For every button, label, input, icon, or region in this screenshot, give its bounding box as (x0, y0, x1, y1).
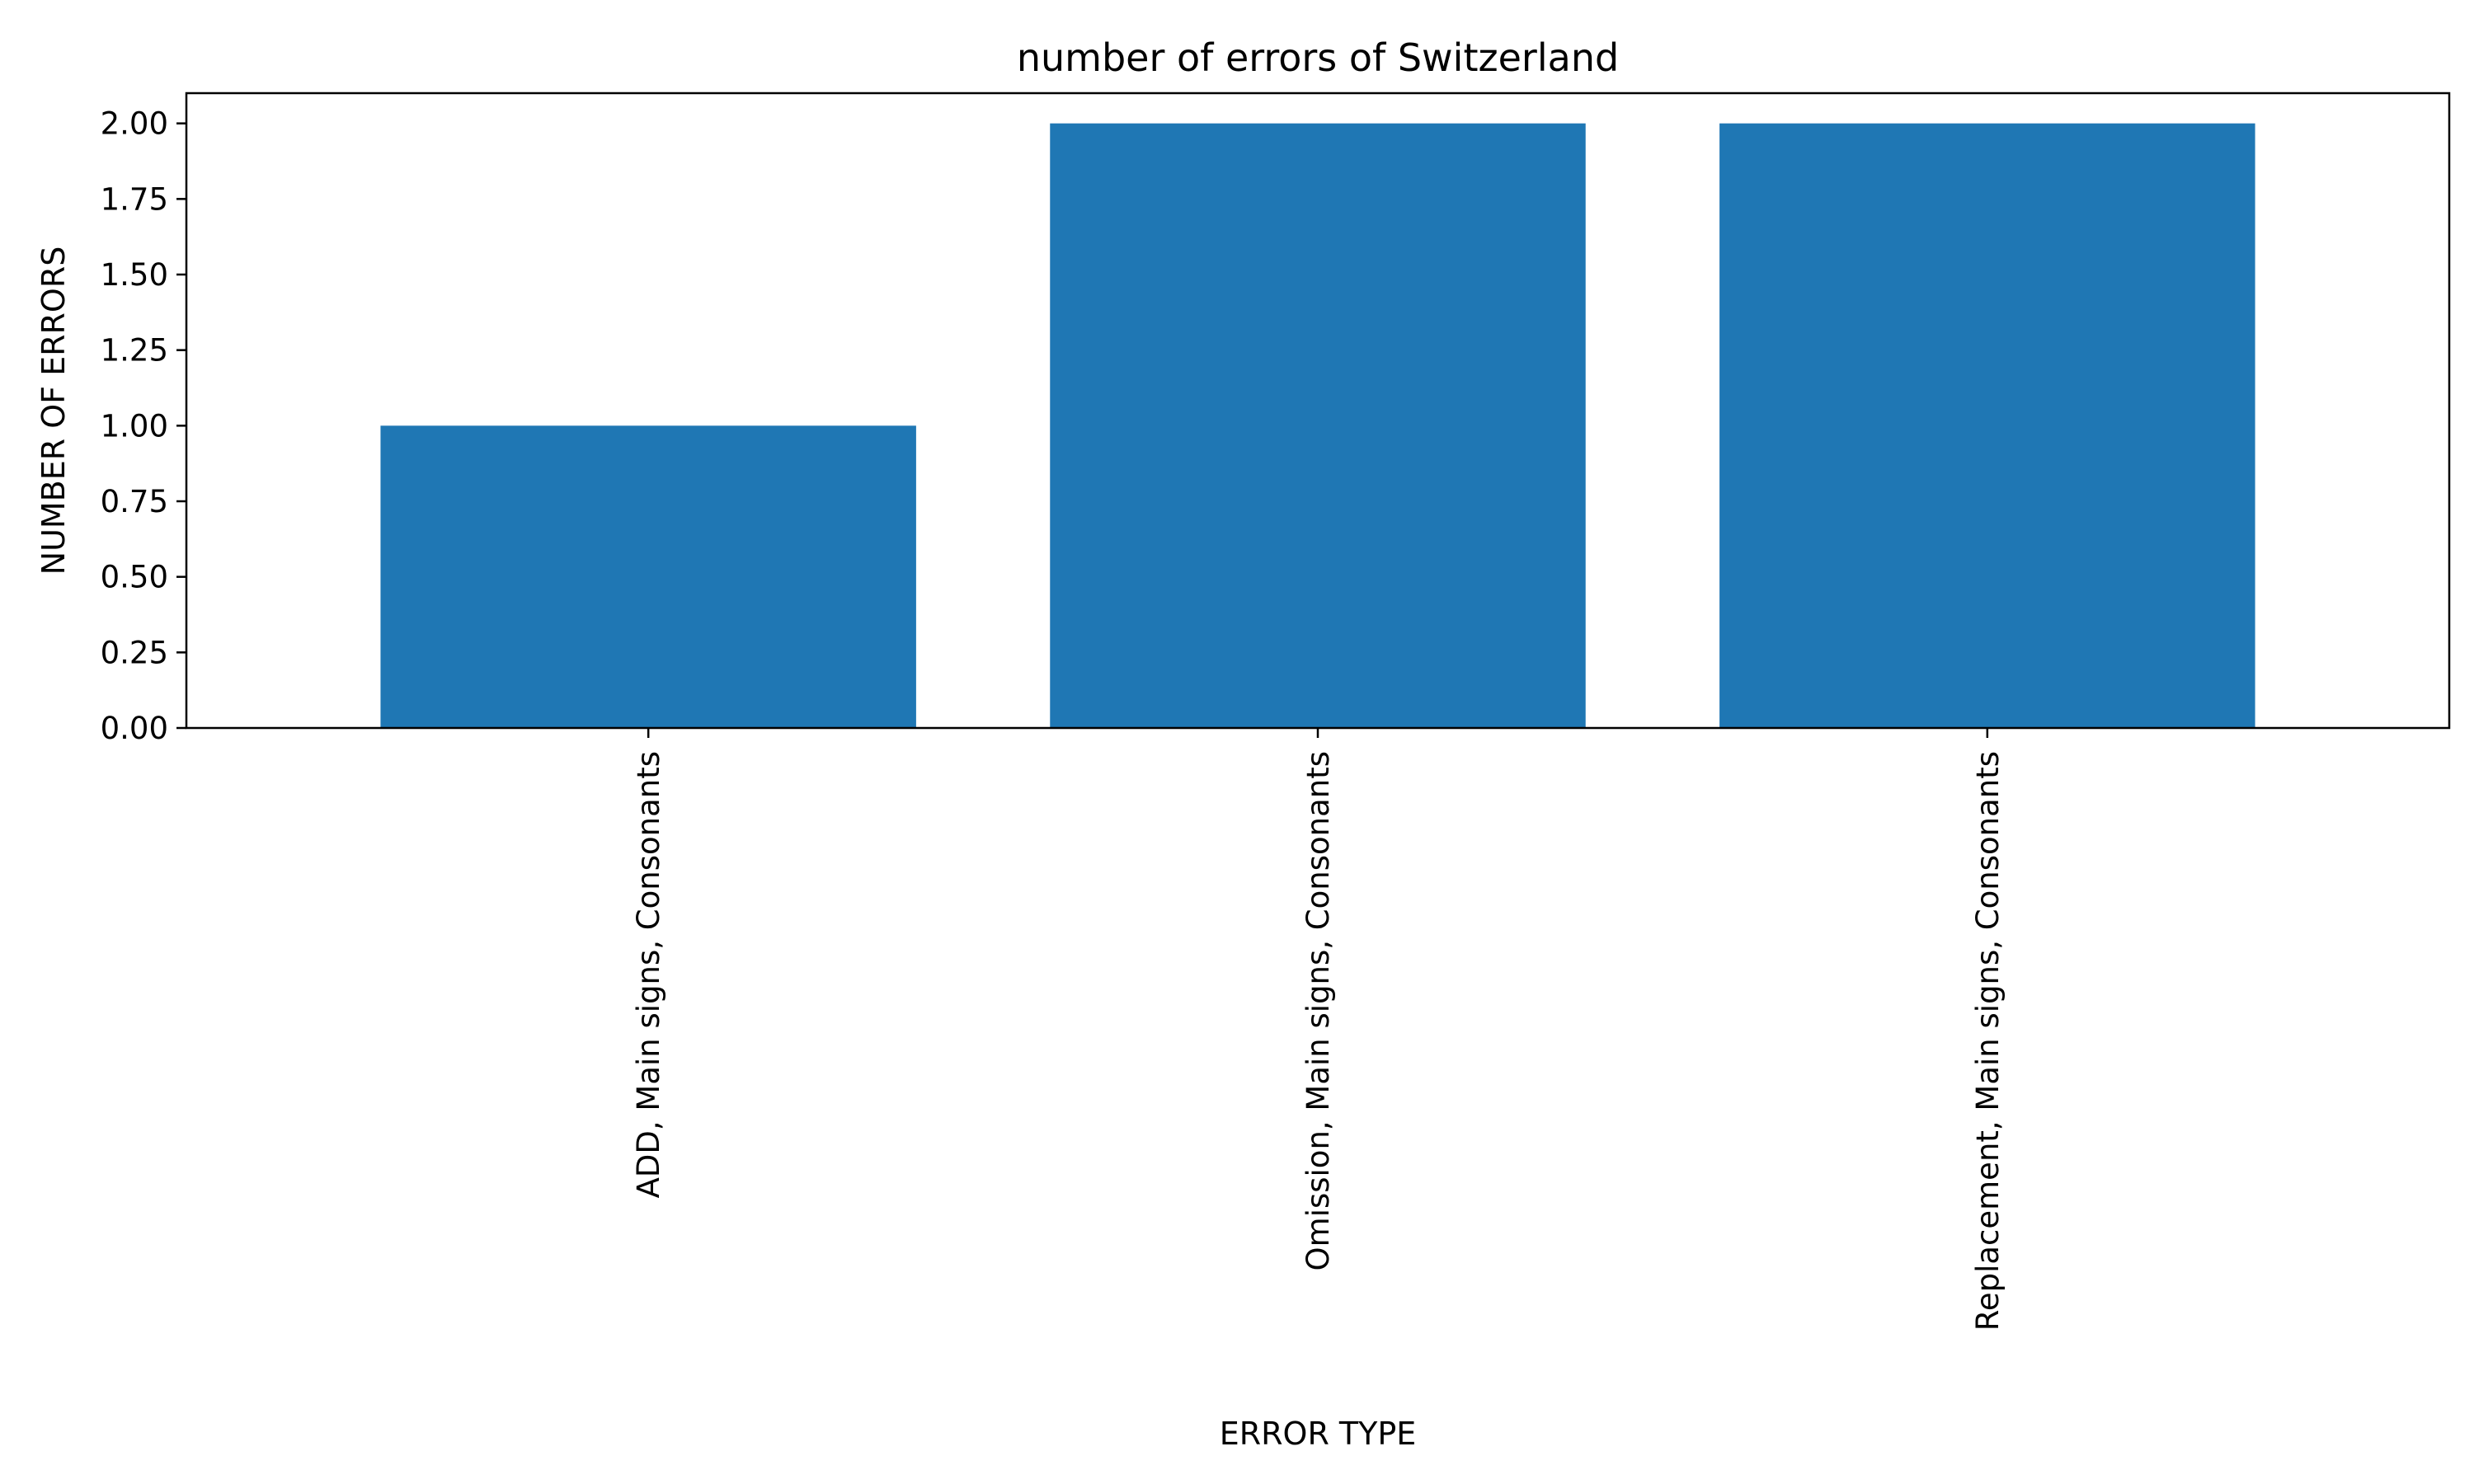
plot-frame (185, 92, 2451, 730)
chart-title: number of errors of Switzerland (1017, 35, 1619, 80)
y-axis-ticks: 0.00 0.25 0.50 0.75 1.00 1.25 1.50 1.75 2.00 (101, 106, 186, 746)
y-tick-label: 1.00 (101, 408, 168, 444)
y-tick-label: 1.50 (101, 257, 168, 293)
y-tick-label: 2.00 (101, 106, 168, 142)
y-tick-label: 1.25 (101, 333, 168, 369)
bar-1 (380, 425, 916, 728)
bars-layer (380, 123, 2255, 728)
x-tick-label: Replacement, Main signs, Consonants (1970, 751, 2006, 1331)
y-axis-label: NUMBER OF ERRORS (35, 247, 72, 575)
y-tick-label: 0.00 (101, 711, 168, 746)
y-tick-label: 0.25 (101, 635, 168, 670)
y-tick-label: 0.75 (101, 484, 168, 519)
x-axis-ticks: ADD, Main signs, Consonants Omission, Mai… (631, 728, 2006, 1331)
x-tick-label: Omission, Main signs, Consonants (1300, 751, 1336, 1270)
y-tick-label: 1.75 (101, 181, 168, 217)
y-tick-label: 0.50 (101, 560, 168, 595)
bar-2 (1050, 123, 1586, 728)
bar-3 (1719, 123, 2255, 728)
x-tick-label: ADD, Main signs, Consonants (631, 751, 666, 1198)
x-axis-label: ERROR TYPE (1220, 1416, 1417, 1452)
